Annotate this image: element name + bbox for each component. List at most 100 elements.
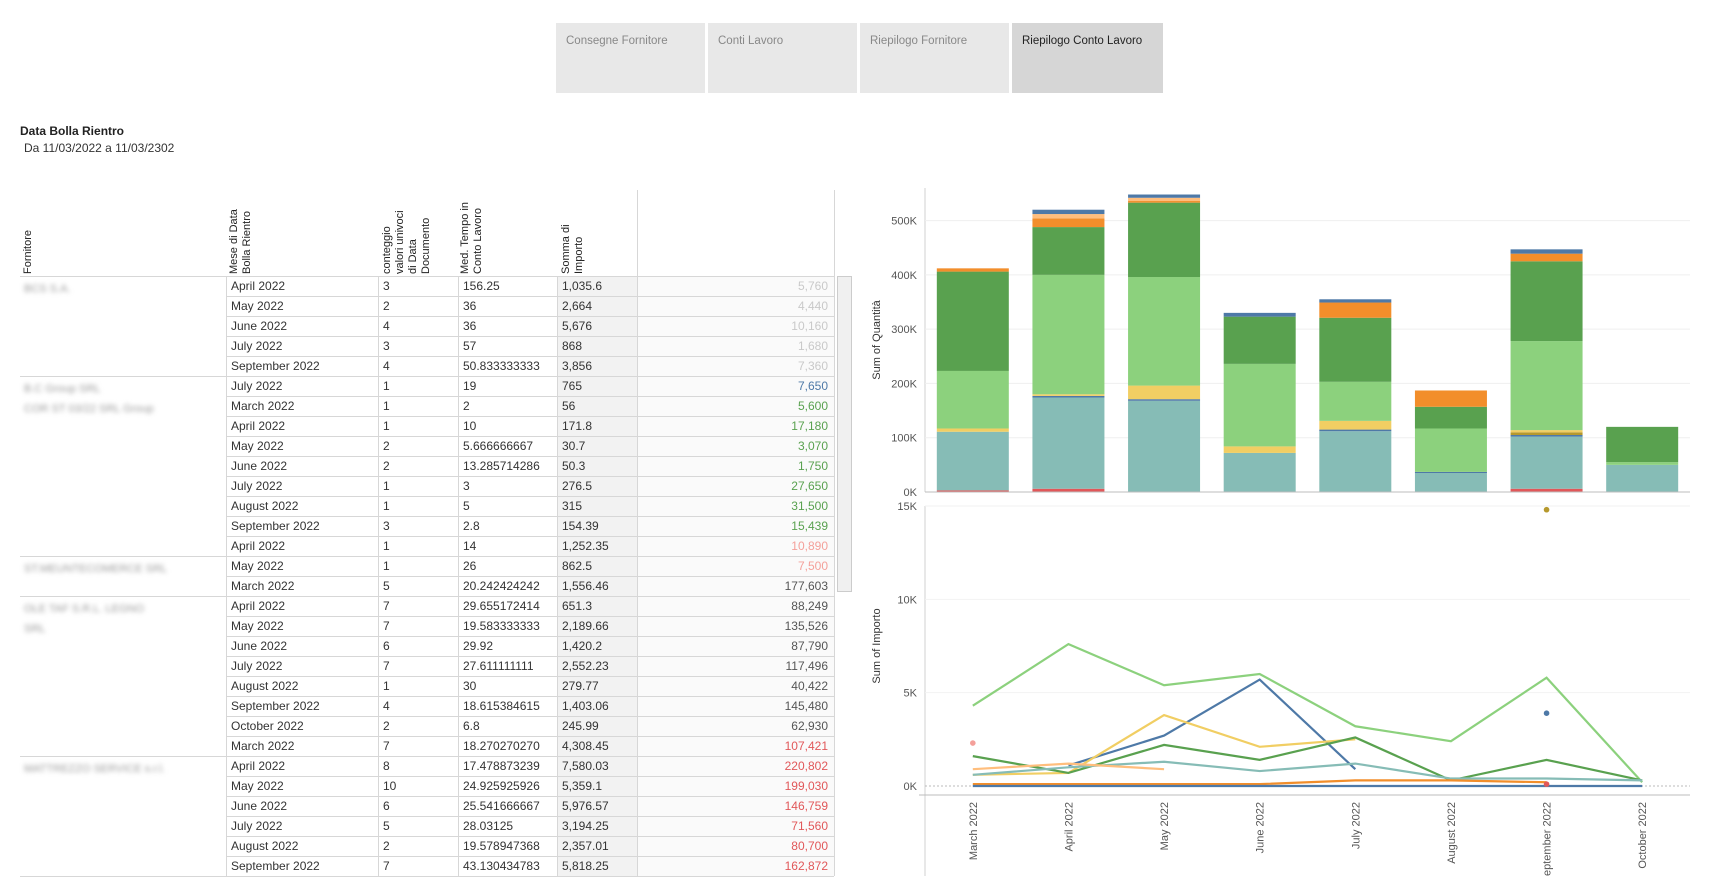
cell-conteggio: 3 (383, 519, 390, 533)
x-tick-label: April 2022 (1063, 802, 1075, 852)
y-tick-label: 10K (897, 594, 917, 606)
cell-tempo: 18.615384615 (463, 699, 540, 713)
bar-segment (1606, 426, 1679, 463)
cell-conteggio: 10 (383, 779, 397, 793)
table-bottom-rule (20, 876, 834, 877)
cell-importo: 1,252.35 (562, 539, 609, 553)
supplier-group-rule (20, 276, 226, 277)
cell-tempo: 18.270270270 (463, 739, 540, 753)
cell-mese: July 2022 (231, 339, 283, 353)
table-column-rule (834, 276, 835, 876)
cell-value: 135,526 (784, 619, 828, 633)
x-tick-label: July 2022 (1350, 802, 1362, 849)
cell-value: 87,790 (791, 639, 828, 653)
importo-line-chart: 0K 5K 10K 15K Sum of Importo March 2022 April … (871, 501, 1690, 876)
cell-value: 10,160 (791, 319, 828, 333)
tab-conti-lavoro[interactable]: Conti Lavoro (708, 23, 857, 93)
y-tick-label: 0K (904, 487, 918, 496)
cell-importo: 50.3 (562, 459, 586, 473)
cell-tempo: 17.478873239 (463, 759, 540, 773)
y-axis-title: Sum of Quantità (871, 299, 883, 379)
cell-conteggio: 8 (383, 759, 390, 773)
table-row-rule (226, 616, 834, 617)
cell-tempo: 24.925925926 (463, 779, 540, 793)
table-scrollbar[interactable] (837, 276, 852, 592)
table-column-rule (226, 276, 227, 876)
table-row-rule (226, 696, 834, 697)
bar-segment (1223, 312, 1296, 317)
supplier-group-rule (20, 376, 226, 377)
bar-segment (1510, 430, 1583, 433)
cell-mese: August 2022 (231, 679, 299, 693)
cell-tempo: 6.8 (463, 719, 480, 733)
bar-segment (1414, 473, 1487, 492)
table-row-rule (226, 796, 834, 797)
tab-consegne-fornitore[interactable]: Consegne Fornitore (556, 23, 705, 93)
cell-mese: June 2022 (231, 459, 288, 473)
cell-value: 88,249 (791, 599, 828, 613)
y-tick-label: 500K (891, 216, 917, 228)
supplier-name[interactable]: OLE TAF S.R.L. LEGNO SRL (24, 603, 145, 635)
series-line (1068, 678, 1357, 771)
table-row-rule (226, 816, 834, 817)
bar-segment (1032, 218, 1105, 228)
bar-segment (1510, 488, 1583, 492)
cell-tempo: 156.25 (463, 279, 500, 293)
cell-mese: July 2022 (231, 479, 283, 493)
cell-importo: 2,189.66 (562, 619, 609, 633)
cell-importo: 56 (562, 399, 576, 413)
bar-segment (936, 271, 1009, 371)
bar-segment (1128, 400, 1201, 492)
cell-mese: April 2022 (231, 419, 286, 433)
cell-tempo: 2 (463, 399, 470, 413)
tab-riepilogo-fornitore[interactable]: Riepilogo Fornitore (860, 23, 1009, 93)
cell-tempo: 25.541666667 (463, 799, 540, 813)
cell-conteggio: 7 (383, 739, 390, 753)
bar-segment (1032, 274, 1105, 395)
cell-importo: 5,976.57 (562, 799, 609, 813)
cell-tempo: 14 (463, 539, 477, 553)
supplier-name[interactable]: BCS S.A. (24, 283, 71, 295)
cell-importo: 7,580.03 (562, 759, 609, 773)
bar-segment (1414, 428, 1487, 472)
cell-importo: 30.7 (562, 439, 586, 453)
cell-conteggio: 6 (383, 639, 390, 653)
table-row-rule (226, 776, 834, 777)
bar-segment (1510, 341, 1583, 431)
table-row-rule (226, 336, 834, 337)
tab-riepilogo-conto-lavoro[interactable]: Riepilogo Conto Lavoro (1012, 23, 1163, 93)
cell-importo: 279.77 (562, 679, 599, 693)
bar-segment (1414, 390, 1487, 407)
cell-conteggio: 1 (383, 539, 390, 553)
cell-value: 107,421 (784, 739, 828, 753)
cell-value: 145,480 (784, 699, 828, 713)
bar-segment (1223, 452, 1296, 492)
dashboard-tabs: Consegne Fornitore Conti Lavoro Riepilog… (556, 23, 1163, 93)
y-tick-label: 200K (891, 378, 917, 390)
cell-importo: 2,664 (562, 299, 593, 313)
cell-importo: 868 (562, 339, 583, 353)
cell-mese: July 2022 (231, 379, 283, 393)
data-point (1543, 781, 1550, 787)
cell-tempo: 50.833333333 (463, 359, 540, 373)
supplier-name[interactable]: B.C Group SRL COR ST 03/22 SRL Group (24, 383, 154, 415)
supplier-name[interactable]: MATTREZZO SERVICE s.r.l. (24, 763, 165, 775)
series-line (972, 642, 1643, 784)
bar-segment (1128, 202, 1201, 278)
supplier-name[interactable]: ST.MEUNTECOMERCE SRL (24, 563, 168, 575)
cell-tempo: 13.285714286 (463, 459, 540, 473)
table-row-rule (226, 756, 834, 757)
bar-segment (1319, 317, 1392, 382)
cell-mese: March 2022 (231, 399, 295, 413)
cell-value: 10,890 (791, 539, 828, 553)
series-line (972, 762, 1165, 771)
cell-value: 71,560 (791, 819, 828, 833)
cell-conteggio: 7 (383, 619, 390, 633)
table-row-rule (226, 496, 834, 497)
series-line (972, 760, 1643, 782)
cell-value: 5,760 (797, 279, 828, 293)
x-tick-label: May 2022 (1159, 802, 1171, 850)
y-tick-label: 300K (891, 324, 917, 336)
filter-range[interactable]: Da 11/03/2022 a 11/03/2302 (24, 141, 175, 155)
cell-tempo: 5 (463, 499, 470, 513)
